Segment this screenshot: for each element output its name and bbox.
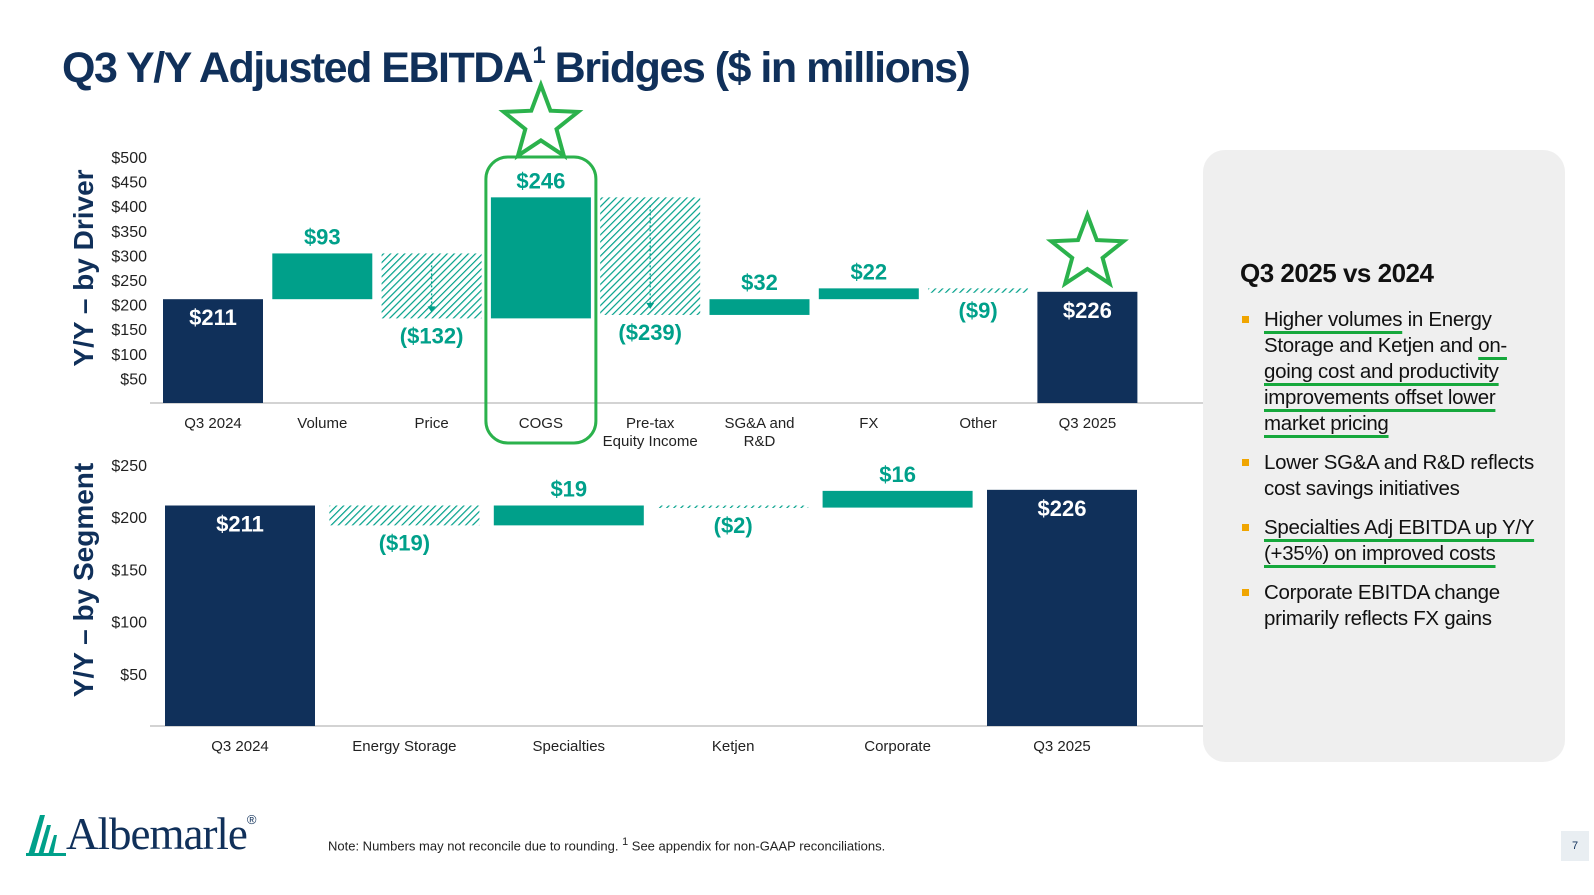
bar-increase: [822, 490, 973, 508]
data-label: $211: [189, 305, 237, 330]
x-tick-label: R&D: [744, 433, 776, 450]
data-label: $211: [216, 512, 264, 537]
bar-total: [163, 299, 263, 403]
decrease-arrow-head: [427, 306, 436, 313]
decrease-arrow-head: [646, 302, 655, 309]
y-tick-label: $50: [120, 371, 147, 388]
bullet-text: Specialties Adj EBITDA up Y/Y (+35%) on …: [1264, 516, 1535, 565]
x-tick-label: Ketjen: [712, 738, 755, 755]
footnote-marker: 1: [622, 836, 629, 848]
bar-increase: [818, 288, 919, 300]
data-label: $16: [879, 462, 916, 487]
y-tick-label: $50: [120, 667, 147, 684]
y-tick-label: $150: [111, 322, 147, 339]
data-label: ($132): [400, 323, 464, 348]
y-tick-label: $450: [111, 175, 147, 192]
x-tick-label: Q3 2024: [184, 415, 242, 432]
summary-bullet: Specialties Adj EBITDA up Y/Y (+35%) on …: [1240, 515, 1545, 567]
y-axis-title: Y/Y – by Driver: [68, 169, 99, 366]
cogs-highlight-box: [484, 155, 598, 445]
summary-bullet: Higher volumes in Energy Storage and Ket…: [1240, 307, 1545, 437]
x-tick-label: FX: [859, 415, 878, 432]
bar-decrease: [658, 505, 809, 509]
bar-decrease: [329, 505, 480, 526]
x-tick-label: Q3 2024: [211, 738, 269, 755]
x-tick-label: Volume: [297, 415, 347, 432]
bar-increase: [272, 253, 373, 300]
summary-bullets: Higher volumes in Energy Storage and Ket…: [1240, 307, 1545, 632]
bar-total: [987, 489, 1137, 726]
title-suffix: Bridges ($ in millions): [544, 44, 971, 92]
summary-bullet: Corporate EBITDA change primarily reflec…: [1240, 580, 1545, 632]
summary-bullet: Lower SG&A and R&D reflects cost savings…: [1240, 450, 1545, 502]
albemarle-logo: Albemarle ®: [26, 812, 257, 857]
y-tick-label: $100: [111, 615, 147, 632]
bar-total: [1037, 291, 1138, 403]
registered-mark: ®: [246, 812, 257, 827]
y-tick-label: $400: [111, 199, 147, 216]
bullet-text: on-going cost and productivity improveme…: [1264, 334, 1507, 435]
y-tick-label: $500: [111, 150, 147, 167]
data-label: ($2): [714, 513, 753, 538]
data-label: $32: [741, 270, 778, 295]
x-tick-label: Other: [959, 415, 997, 432]
data-label: $246: [516, 168, 565, 193]
data-label: $22: [850, 259, 887, 284]
x-tick-label: Q3 2025: [1033, 738, 1091, 755]
bullet-text: in Energy Storage and Ketjen and: [1264, 308, 1492, 357]
x-tick-label: Corporate: [864, 738, 931, 755]
x-tick-label: SG&A and: [724, 415, 794, 432]
data-label: ($19): [379, 530, 430, 555]
bar-increase: [490, 197, 591, 319]
footnote: Note: Numbers may not reconcile due to r…: [328, 836, 885, 853]
albemarle-logo-icon: [26, 815, 66, 856]
y-tick-label: $150: [111, 562, 147, 579]
x-tick-label: Q3 2025: [1059, 415, 1117, 432]
footnote-note: Note: Numbers may not reconcile due to r…: [328, 838, 619, 854]
title-footnote-marker: 1: [532, 41, 545, 69]
data-label: $226: [1038, 496, 1087, 521]
q3-2025-star-icon: [1045, 209, 1129, 289]
y-tick-label: $250: [111, 458, 147, 475]
panel-title: Q3 2025 vs 2024: [1240, 258, 1434, 288]
y-tick-label: $300: [111, 248, 147, 265]
data-label: $19: [550, 477, 587, 502]
bar-decrease: [928, 288, 1029, 293]
y-tick-label: $200: [111, 298, 147, 315]
x-tick-label: Specialties: [533, 738, 606, 755]
data-label: $226: [1063, 298, 1112, 323]
bullet-text: Higher volumes: [1264, 308, 1403, 331]
bar-increase: [709, 299, 810, 315]
x-tick-label: Equity Income: [603, 433, 698, 450]
x-tick-label: COGS: [519, 415, 563, 432]
y-tick-label: $250: [111, 273, 147, 290]
page-number: 7: [1561, 831, 1589, 861]
bar-total: [165, 505, 315, 726]
title-text: Q3 Y/Y Adjusted EBITDA: [62, 44, 534, 92]
x-tick-label: Pre-tax: [626, 415, 675, 432]
data-label: $93: [304, 224, 341, 249]
data-label: ($9): [959, 298, 998, 323]
albemarle-wordmark: Albemarle: [66, 809, 248, 859]
y-axis-title: Y/Y – by Segment: [68, 463, 99, 697]
bullet-text: Corporate EBITDA change primarily reflec…: [1264, 581, 1500, 630]
bar-increase: [493, 505, 644, 526]
bullet-text: Lower SG&A and R&D reflects cost savings…: [1264, 451, 1534, 500]
x-tick-label: Price: [415, 415, 449, 432]
page-title: Q3 Y/Y Adjusted EBITDA1 Bridges ($ in mi…: [62, 41, 971, 93]
data-label: ($239): [618, 320, 682, 345]
y-tick-label: $100: [111, 347, 147, 364]
y-tick-label: $200: [111, 510, 147, 527]
y-tick-label: $350: [111, 224, 147, 241]
footnote-tail: See appendix for non-GAAP reconciliation…: [628, 838, 886, 854]
x-tick-label: Energy Storage: [352, 738, 456, 755]
cogs-star-icon: [498, 79, 584, 161]
summary-panel: Q3 2025 vs 2024 Higher volumes in Energy…: [1203, 150, 1565, 762]
